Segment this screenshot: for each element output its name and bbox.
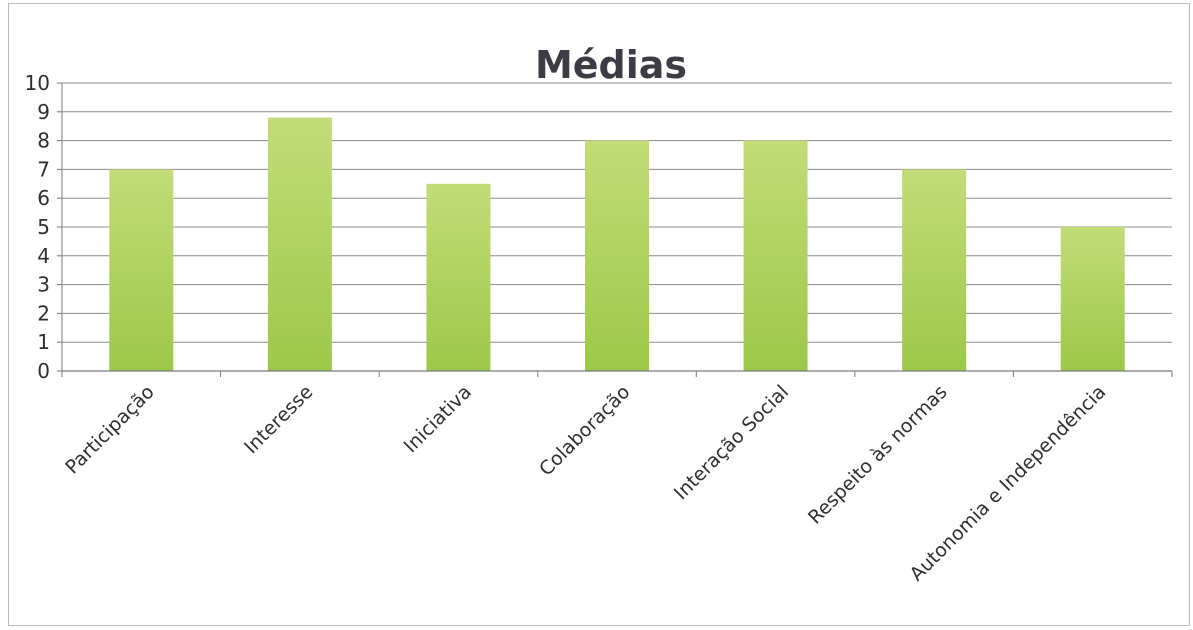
y-axis-ticks: 0 1 2 3 4 5 6 7 8 9 10 bbox=[25, 71, 63, 383]
x-axis-labels: Participação Interesse Iniciativa Colaboraç… bbox=[61, 381, 1110, 586]
chart-title: Médias bbox=[535, 43, 687, 87]
x-tick-label: Interação Social bbox=[670, 381, 793, 504]
y-tick-label: 10 bbox=[25, 71, 50, 95]
y-tick-label: 0 bbox=[37, 359, 50, 383]
y-tick-label: 5 bbox=[37, 215, 50, 239]
bar bbox=[1060, 227, 1125, 371]
x-tick-label: Colaboração bbox=[535, 381, 634, 480]
bar bbox=[743, 140, 808, 371]
x-tick-label: Participação bbox=[61, 381, 159, 479]
y-tick-label: 4 bbox=[37, 244, 50, 268]
y-tick-label: 8 bbox=[37, 129, 50, 153]
y-tick-label: 7 bbox=[37, 157, 50, 181]
bars bbox=[109, 117, 1125, 371]
x-tick-label: Respeito às normas bbox=[804, 381, 952, 529]
bar bbox=[426, 183, 491, 371]
bar bbox=[585, 140, 649, 371]
y-tick-label: 3 bbox=[37, 273, 50, 297]
x-tick-label: Iniciativa bbox=[400, 381, 476, 457]
bar bbox=[267, 117, 332, 371]
x-tick-label: Interesse bbox=[240, 381, 317, 458]
x-axis bbox=[61, 370, 1173, 377]
y-tick-label: 9 bbox=[37, 100, 50, 124]
y-tick-label: 2 bbox=[37, 301, 50, 325]
y-tick-label: 6 bbox=[37, 186, 50, 210]
y-tick-label: 1 bbox=[37, 330, 50, 354]
bar bbox=[109, 169, 174, 371]
bar bbox=[902, 169, 967, 371]
